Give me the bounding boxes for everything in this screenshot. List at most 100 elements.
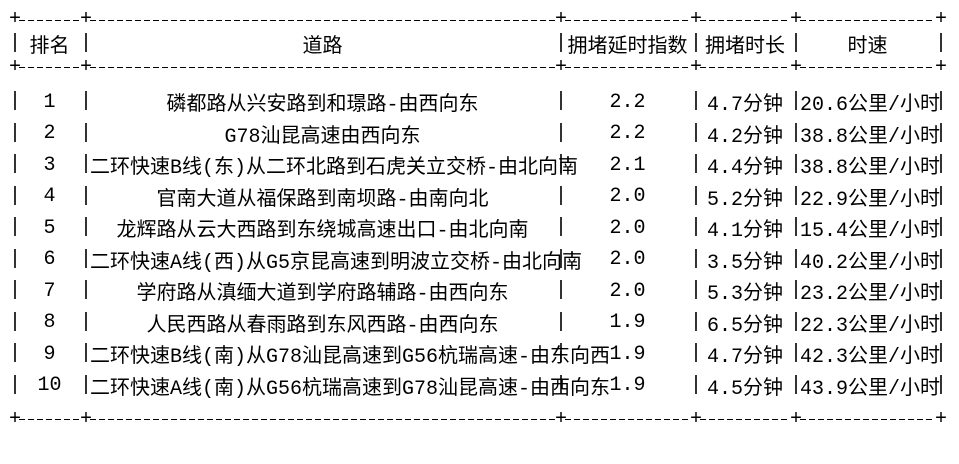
column-separator xyxy=(935,92,945,112)
column-separator xyxy=(790,250,800,270)
header-road: 道路 xyxy=(302,35,343,59)
border-dash xyxy=(565,59,690,76)
border-corner xyxy=(790,10,800,30)
speed-cell: 20.6公里/小时 xyxy=(800,94,941,118)
table-border-top xyxy=(9,12,959,28)
table-border-header xyxy=(9,58,959,78)
border-dash xyxy=(90,59,555,76)
column-separator xyxy=(790,218,800,238)
column-separator xyxy=(935,376,945,396)
column-separator xyxy=(80,313,90,333)
column-separator xyxy=(9,313,19,333)
road-cell: G78汕昆高速由西向东 xyxy=(224,125,421,149)
road-cell: 磷都路从兴安路到和璟路-由西向东 xyxy=(166,94,479,118)
column-separator xyxy=(80,155,90,175)
column-separator xyxy=(935,124,945,144)
delay-index-cell: 1.9 xyxy=(609,342,646,366)
border-dash xyxy=(800,411,935,428)
rank-cell: 5 xyxy=(43,216,56,240)
border-corner xyxy=(9,410,19,430)
column-separator xyxy=(80,344,90,364)
table-row: 9 二环快速B线(南)从G78汕昆高速到G56杭瑞高速-由东向西 1.9 4.7… xyxy=(9,339,959,371)
column-separator xyxy=(555,34,565,54)
table-border-bottom xyxy=(9,410,959,430)
table-row: 1 磷都路从兴安路到和璟路-由西向东 2.2 4.7分钟 20.6公里/小时 xyxy=(9,87,959,119)
rank-cell: 1 xyxy=(43,90,56,114)
road-cell: 龙辉路从云大西路到东绕城高速出口-由北向南 xyxy=(116,220,529,244)
duration-cell: 4.4分钟 xyxy=(706,157,783,181)
column-separator xyxy=(555,218,565,238)
delay-index-cell: 2.2 xyxy=(609,122,646,146)
column-separator xyxy=(80,281,90,301)
border-corner xyxy=(80,58,90,78)
column-separator xyxy=(690,281,700,301)
column-separator xyxy=(9,124,19,144)
rank-cell: 4 xyxy=(43,185,56,209)
speed-cell: 42.3公里/小时 xyxy=(800,346,941,370)
column-separator xyxy=(555,155,565,175)
duration-cell: 3.5分钟 xyxy=(706,251,783,275)
column-separator xyxy=(935,218,945,238)
column-separator xyxy=(790,281,800,301)
delay-index-cell: 2.2 xyxy=(609,90,646,114)
delay-index-cell: 1.9 xyxy=(609,374,646,398)
table-header-row: 排名 道路 拥堵延时指数 拥堵时长 时速 xyxy=(9,28,959,60)
duration-cell: 4.2分钟 xyxy=(706,125,783,149)
column-separator xyxy=(555,344,565,364)
rank-cell: 10 xyxy=(37,374,62,398)
column-separator xyxy=(80,92,90,112)
column-separator xyxy=(935,281,945,301)
column-separator xyxy=(555,187,565,207)
road-cell: 二环快速B线(南)从G78汕昆高速到G56杭瑞高速-由东向西 xyxy=(90,346,611,370)
border-corner xyxy=(935,58,945,78)
column-separator xyxy=(555,250,565,270)
road-cell: 人民西路从春雨路到东风西路-由西向东 xyxy=(146,314,499,338)
column-separator xyxy=(790,344,800,364)
road-cell: 官南大道从福保路到南坝路-由南向北 xyxy=(156,188,489,212)
column-separator xyxy=(690,344,700,364)
table-row: 5 龙辉路从云大西路到东绕城高速出口-由北向南 2.0 4.1分钟 15.4公里… xyxy=(9,213,959,245)
table-row: 8 人民西路从春雨路到东风西路-由西向东 1.9 6.5分钟 22.3公里/小时 xyxy=(9,307,959,339)
speed-cell: 43.9公里/小时 xyxy=(800,377,941,401)
column-separator xyxy=(790,187,800,207)
column-separator xyxy=(790,124,800,144)
rank-cell: 9 xyxy=(43,342,56,366)
rank-cell: 6 xyxy=(43,248,56,272)
rank-cell: 3 xyxy=(43,153,56,177)
column-separator xyxy=(555,124,565,144)
border-dash xyxy=(700,12,790,28)
spacer xyxy=(9,76,959,87)
speed-cell: 40.2公里/小时 xyxy=(800,251,941,275)
road-cell: 二环快速A线(南)从G56杭瑞高速到G78汕昆高速-由西向东 xyxy=(90,377,611,401)
column-separator xyxy=(690,250,700,270)
column-separator xyxy=(9,344,19,364)
border-corner xyxy=(935,410,945,430)
column-separator xyxy=(690,92,700,112)
border-dash xyxy=(565,411,690,428)
duration-cell: 4.7分钟 xyxy=(706,346,783,370)
column-separator xyxy=(555,313,565,333)
column-separator xyxy=(690,187,700,207)
border-corner xyxy=(690,58,700,78)
border-corner xyxy=(9,10,19,30)
header-delay-index: 拥堵延时指数 xyxy=(567,35,688,59)
speed-cell: 15.4公里/小时 xyxy=(800,220,941,244)
border-corner xyxy=(790,58,800,78)
column-separator xyxy=(80,250,90,270)
border-corner xyxy=(690,10,700,30)
border-dash xyxy=(90,12,555,28)
border-corner xyxy=(935,10,945,30)
duration-cell: 4.5分钟 xyxy=(706,377,783,401)
speed-cell: 23.2公里/小时 xyxy=(800,283,941,307)
speed-cell: 38.8公里/小时 xyxy=(800,125,941,149)
road-cell: 二环快速A线(西)从G5京昆高速到明波立交桥-由北向南 xyxy=(90,251,583,275)
speed-cell: 22.3公里/小时 xyxy=(800,314,941,338)
column-separator xyxy=(790,34,800,54)
column-separator xyxy=(9,281,19,301)
column-separator xyxy=(555,376,565,396)
column-separator xyxy=(9,187,19,207)
border-dash xyxy=(800,59,935,76)
rank-cell: 7 xyxy=(43,279,56,303)
column-separator xyxy=(9,250,19,270)
